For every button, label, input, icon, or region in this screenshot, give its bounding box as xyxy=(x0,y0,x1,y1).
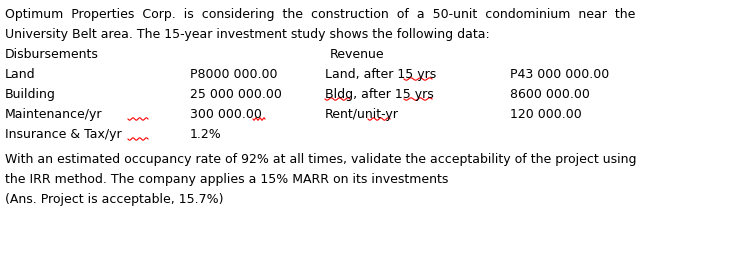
Text: With an estimated occupancy rate of 92% at all times, validate the acceptability: With an estimated occupancy rate of 92% … xyxy=(5,153,636,166)
Text: 25 000 000.00: 25 000 000.00 xyxy=(190,88,282,101)
Text: the IRR method. The company applies a 15% MARR on its investments: the IRR method. The company applies a 15… xyxy=(5,173,449,186)
Text: Insurance & Tax/yr: Insurance & Tax/yr xyxy=(5,128,122,141)
Text: Bldg, after 15 yrs: Bldg, after 15 yrs xyxy=(325,88,434,101)
Text: 120 000.00: 120 000.00 xyxy=(510,108,582,121)
Text: Optimum  Properties  Corp.  is  considering  the  construction  of  a  50-unit  : Optimum Properties Corp. is considering … xyxy=(5,8,636,21)
Text: Rent/unit-yr: Rent/unit-yr xyxy=(325,108,399,121)
Text: Revenue: Revenue xyxy=(330,48,384,61)
Text: 300 000.00: 300 000.00 xyxy=(190,108,262,121)
Text: Land, after 15 yrs: Land, after 15 yrs xyxy=(325,68,436,81)
Text: Disbursements: Disbursements xyxy=(5,48,99,61)
Text: P43 000 000.00: P43 000 000.00 xyxy=(510,68,609,81)
Text: 8600 000.00: 8600 000.00 xyxy=(510,88,590,101)
Text: (Ans. Project is acceptable, 15.7%): (Ans. Project is acceptable, 15.7%) xyxy=(5,193,223,206)
Text: Land: Land xyxy=(5,68,35,81)
Text: Maintenance/yr: Maintenance/yr xyxy=(5,108,103,121)
Text: University Belt area. The 15-year investment study shows the following data:: University Belt area. The 15-year invest… xyxy=(5,28,490,41)
Text: 1.2%: 1.2% xyxy=(190,128,222,141)
Text: P8000 000.00: P8000 000.00 xyxy=(190,68,278,81)
Text: Building: Building xyxy=(5,88,56,101)
